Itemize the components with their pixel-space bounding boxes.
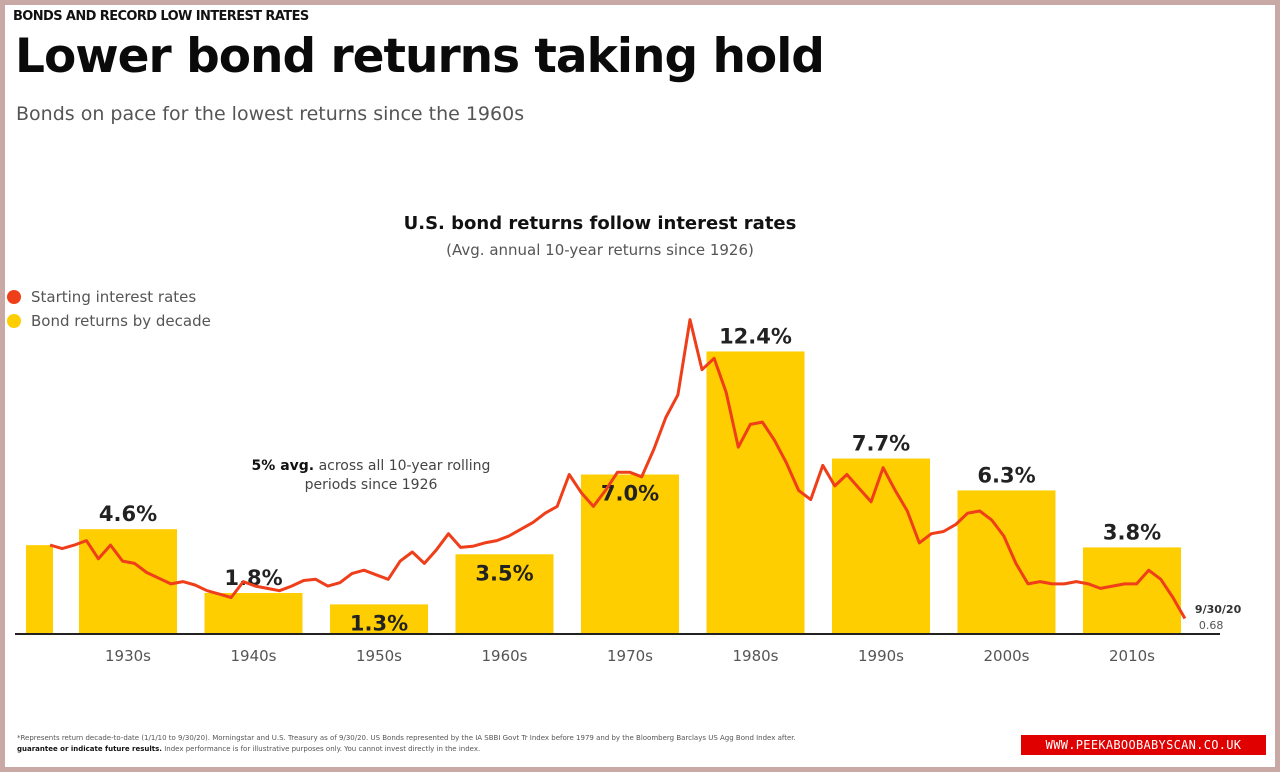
kicker: BONDS AND RECORD LOW INTEREST RATES xyxy=(13,9,309,24)
end-value-label: 0.68 xyxy=(1199,619,1224,632)
average-annotation: 5% avg. across all 10-year rolling perio… xyxy=(231,457,511,495)
footnote-bold: guarantee or indicate future results. xyxy=(17,745,162,753)
data-label-1980s: 12.4% xyxy=(719,324,792,348)
bar-1960s xyxy=(455,554,554,634)
bar-partial-1920s xyxy=(26,545,53,634)
bar-1930s xyxy=(79,529,177,634)
chart-frame: BONDS AND RECORD LOW INTEREST RATES Lowe… xyxy=(5,5,1275,767)
x-tick-label-1970s: 1970s xyxy=(607,647,653,665)
footnote: *Represents return decade-to-date (1/1/1… xyxy=(17,733,1017,755)
footnote-line-2: guarantee or indicate future results. In… xyxy=(17,744,1017,755)
legend-dot-yellow xyxy=(7,314,21,328)
data-label-1950s: 1.3% xyxy=(350,611,408,635)
x-tick-label-1960s: 1960s xyxy=(482,647,528,665)
data-label-1990s: 7.7% xyxy=(852,432,910,456)
bar-2000s xyxy=(957,490,1056,634)
bond-returns-chart: 4.6%1930s1.8%1940s1.3%1950s3.5%1960s7.0%… xyxy=(15,318,1242,665)
x-tick-label-2010s: 2010s xyxy=(1109,647,1155,665)
bar-1950s xyxy=(330,604,428,634)
watermark: WWW.PEEKABOOBABYSCAN.CO.UK xyxy=(1021,735,1266,755)
bar-1980s xyxy=(706,351,805,634)
annotation-bold: 5% avg. xyxy=(251,458,315,474)
legend: Starting interest rates Bond returns by … xyxy=(7,285,211,333)
x-tick-label-1990s: 1990s xyxy=(858,647,904,665)
legend-item-returns: Bond returns by decade xyxy=(7,309,211,333)
x-tick-label-1940s: 1940s xyxy=(231,647,277,665)
legend-item-rates: Starting interest rates xyxy=(7,285,211,309)
footnote-text: Index performance is for illustrative pu… xyxy=(164,745,481,753)
x-tick-label-1930s: 1930s xyxy=(105,647,151,665)
legend-dot-red xyxy=(7,290,21,304)
bar-1990s xyxy=(832,458,930,634)
chart-subtitle: (Avg. annual 10-year returns since 1926) xyxy=(446,241,754,259)
bar-2010s xyxy=(1083,547,1181,634)
x-tick-label-1980s: 1980s xyxy=(733,647,779,665)
end-date-label: 9/30/20 xyxy=(1195,603,1242,616)
footnote-line-1: *Represents return decade-to-date (1/1/1… xyxy=(17,734,796,742)
annotation-text: across all 10-year rolling periods since… xyxy=(304,458,491,493)
interest-rate-line xyxy=(49,318,1187,620)
bar-1940s xyxy=(204,592,303,634)
legend-label: Starting interest rates xyxy=(31,288,197,306)
x-tick-label-2000s: 2000s xyxy=(984,647,1030,665)
data-label-2010s: 3.8% xyxy=(1103,520,1161,544)
page-subtitle: Bonds on pace for the lowest returns sin… xyxy=(16,103,525,125)
chart-title: U.S. bond returns follow interest rates xyxy=(403,213,797,234)
data-label-1970s: 7.0% xyxy=(601,482,659,506)
data-label-1960s: 3.5% xyxy=(475,561,533,585)
data-label-2000s: 6.3% xyxy=(977,463,1035,487)
x-tick-label-1950s: 1950s xyxy=(356,647,402,665)
data-label-1930s: 4.6% xyxy=(99,502,157,526)
legend-label: Bond returns by decade xyxy=(31,312,211,330)
page-title: Lower bond returns taking hold xyxy=(15,29,825,84)
